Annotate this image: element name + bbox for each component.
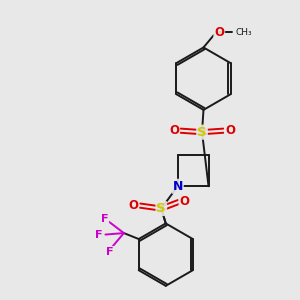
Text: O: O bbox=[179, 195, 190, 208]
Text: S: S bbox=[197, 126, 207, 139]
Text: O: O bbox=[169, 124, 179, 136]
Text: CH₃: CH₃ bbox=[235, 28, 252, 37]
Text: N: N bbox=[172, 180, 183, 193]
Text: O: O bbox=[214, 26, 224, 39]
Text: F: F bbox=[106, 247, 113, 257]
Text: O: O bbox=[225, 124, 235, 136]
Text: F: F bbox=[101, 214, 108, 224]
Text: S: S bbox=[157, 202, 166, 215]
Text: F: F bbox=[95, 230, 103, 240]
Text: O: O bbox=[128, 199, 138, 212]
